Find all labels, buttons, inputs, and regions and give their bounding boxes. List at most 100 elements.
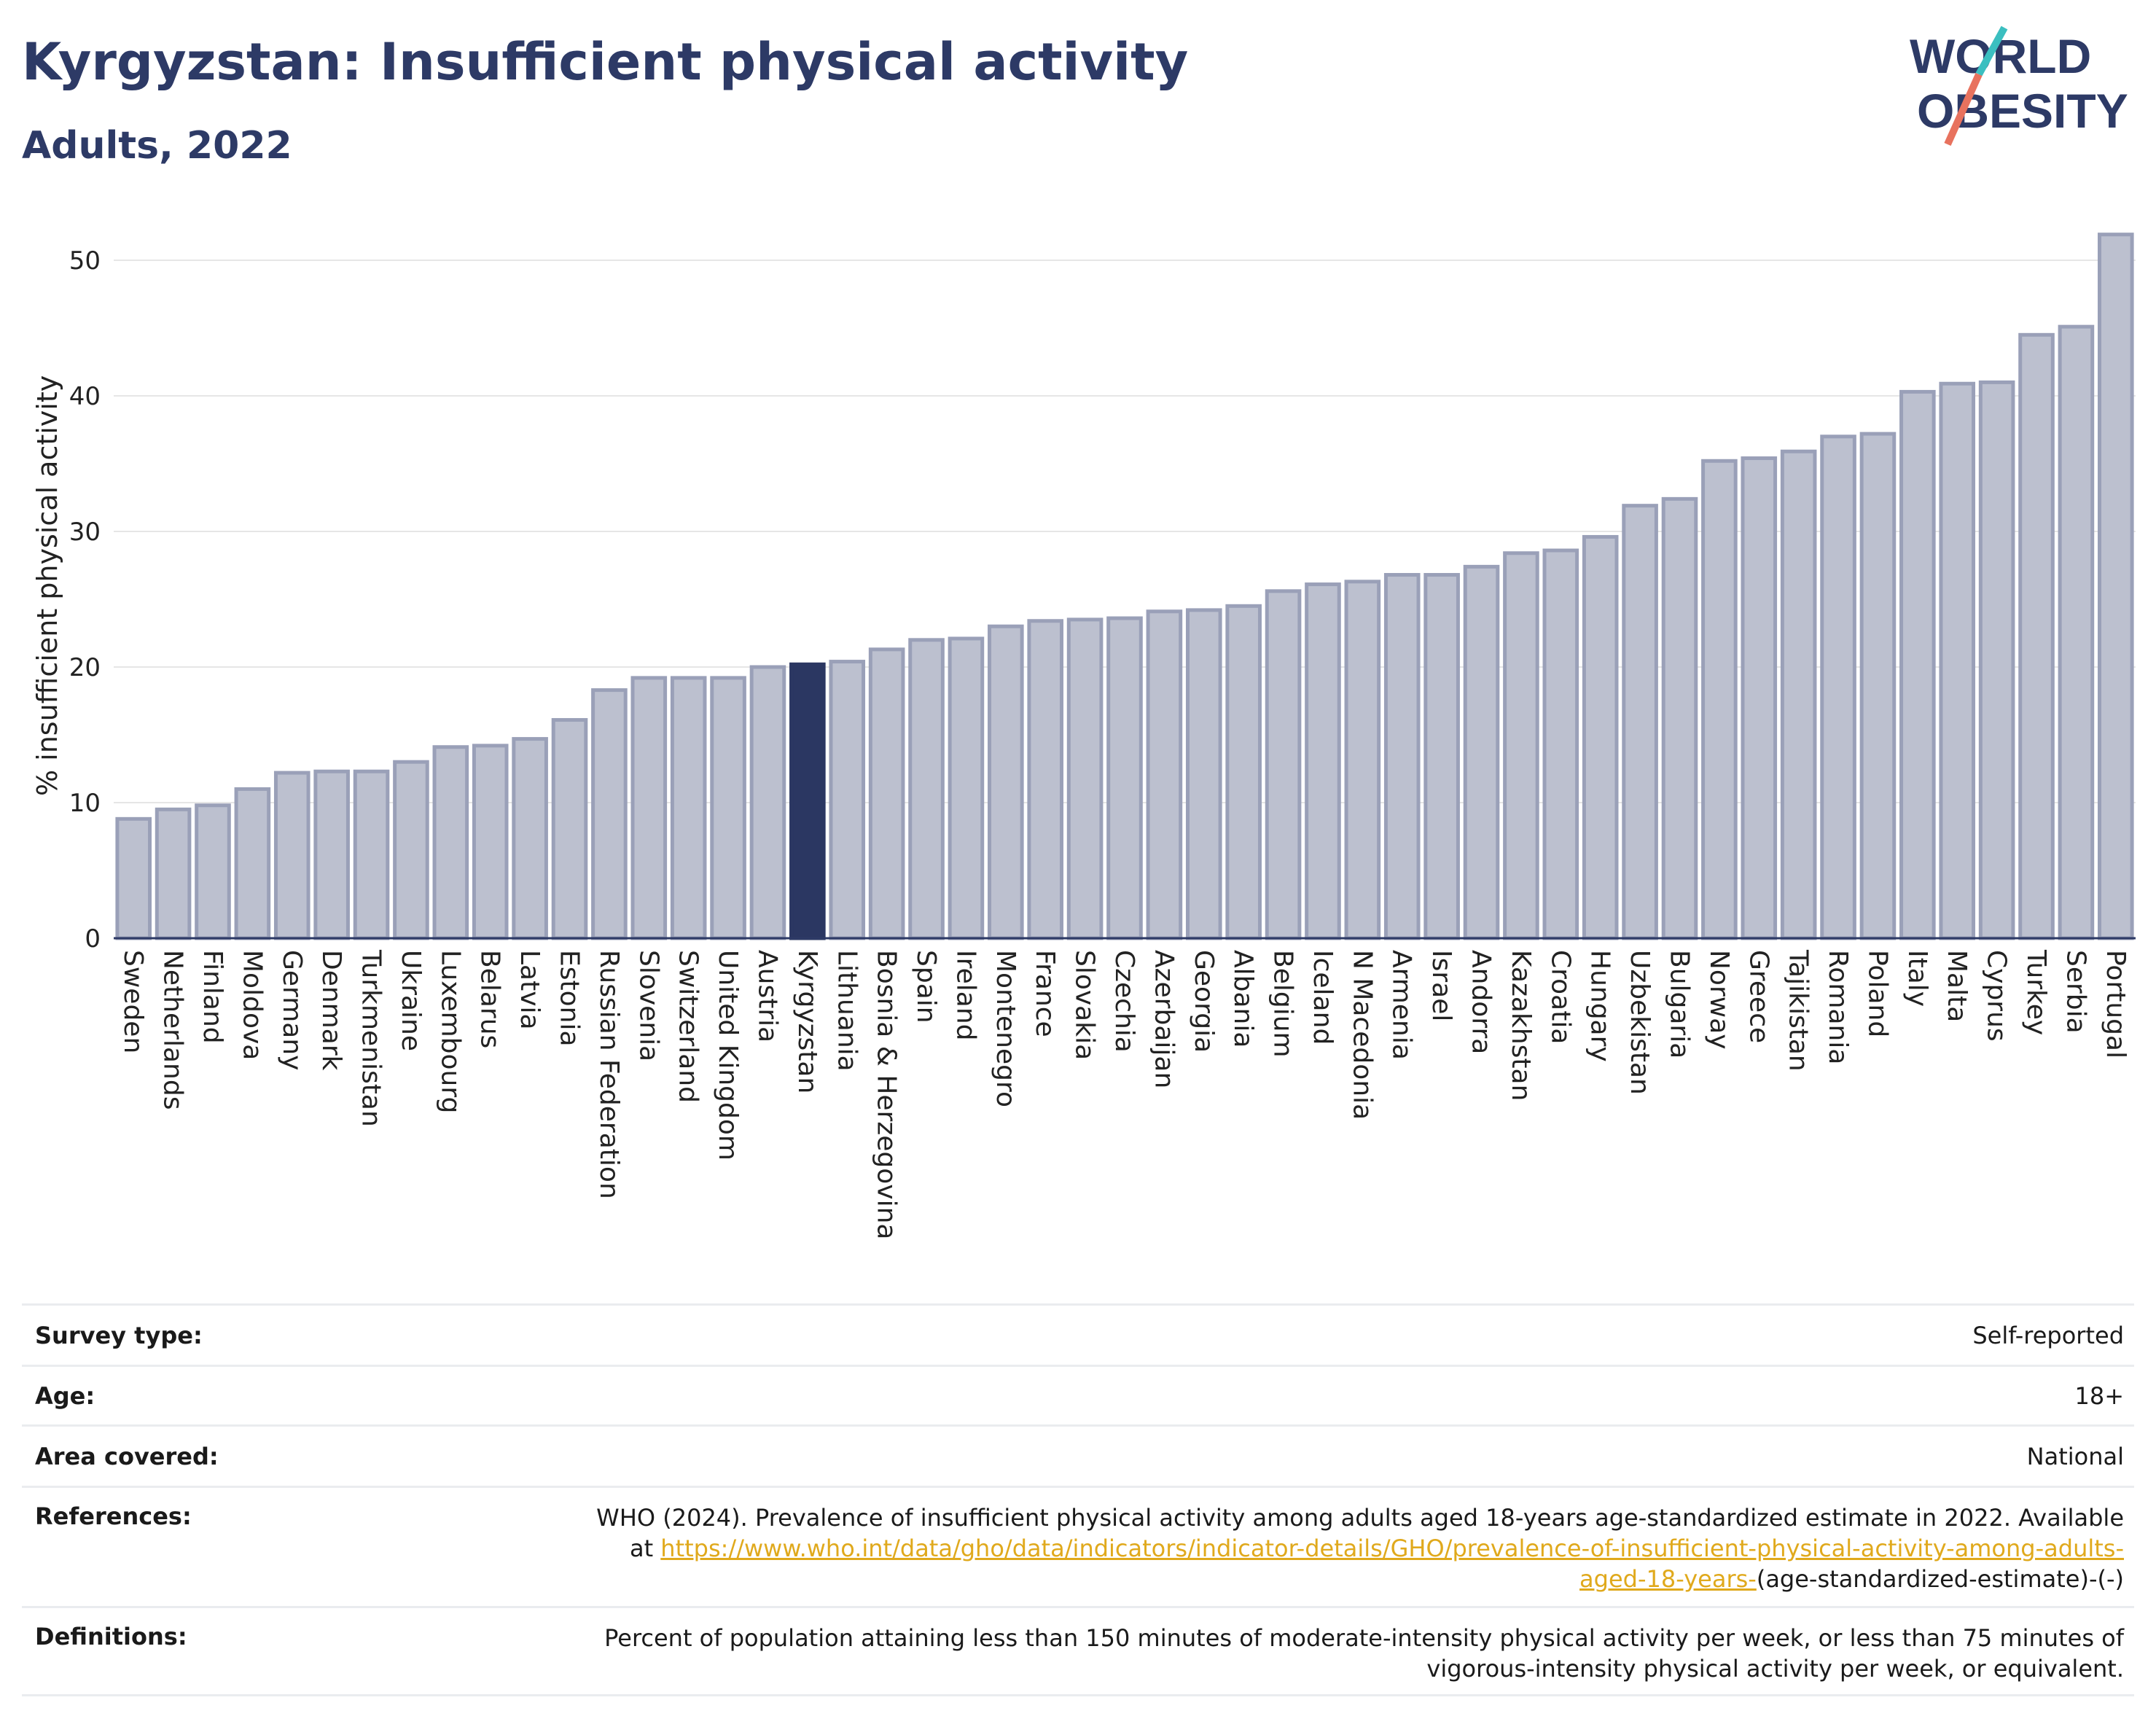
x-tick-label: Albania <box>1228 950 1258 1048</box>
x-tick-label: Bulgaria <box>1664 950 1694 1058</box>
bar <box>630 676 668 940</box>
y-tick-label: 40 <box>69 382 101 411</box>
bar <box>1899 389 1936 940</box>
x-tick-label: Cyprus <box>1982 950 2012 1042</box>
bar <box>1503 551 1539 940</box>
reference-link[interactable]: https://www.who.int/data/gho/data/indica… <box>660 1535 2124 1593</box>
x-tick-label: Kyrgyzstan <box>792 950 822 1093</box>
x-tick-label: Hungary <box>1585 950 1615 1062</box>
info-row-definitions: Definitions: Percent of population attai… <box>22 1606 2134 1696</box>
x-tick-label: Belarus <box>475 950 505 1048</box>
bar <box>273 771 310 940</box>
bar <box>1622 504 1658 940</box>
x-tick-label: Sweden <box>118 950 148 1053</box>
bar <box>115 816 152 940</box>
x-tick-label: Italy <box>1902 950 1932 1007</box>
logo-slash-teal <box>1975 26 2008 77</box>
x-tick-label: Poland <box>1862 950 1892 1037</box>
bar <box>1344 580 1381 940</box>
x-tick-label: Croatia <box>1545 950 1575 1044</box>
y-tick-label: 30 <box>69 518 101 547</box>
bar <box>670 676 707 940</box>
x-tick-label: N Macedonia <box>1347 950 1377 1120</box>
x-tick-label: Kazakhstan <box>1506 950 1536 1101</box>
x-tick-label: Turkmenistan <box>356 949 386 1127</box>
y-tick-label: 10 <box>69 789 101 818</box>
x-tick-label: Finland <box>198 950 227 1044</box>
bar <box>432 745 469 940</box>
x-tick-label: Bosnia & Herzegovina <box>872 950 902 1239</box>
x-tick-label: Israel <box>1426 950 1456 1021</box>
x-tick-label: Uzbekistan <box>1625 950 1655 1095</box>
x-tick-label: Czechia <box>1109 950 1139 1053</box>
x-tick-label: Andorra <box>1466 950 1496 1054</box>
info-row-references: References: WHO (2024). Prevalence of in… <box>22 1486 2134 1606</box>
bar <box>789 662 826 940</box>
x-tick-label: Switzerland <box>673 950 703 1103</box>
info-value: National <box>2026 1442 2124 1470</box>
bar <box>1939 381 1976 940</box>
bar <box>988 624 1024 940</box>
info-key: Area covered: <box>35 1442 219 1470</box>
reference-text: WHO (2024). Prevalence of insufficient p… <box>596 1504 2124 1562</box>
x-tick-label: Netherlands <box>158 950 188 1110</box>
world-obesity-logo: WORLD OBESITY <box>1910 26 2128 147</box>
x-tick-label: Germany <box>277 950 307 1070</box>
x-tick-label: Malta <box>1942 950 1972 1022</box>
x-tick-label: Turkey <box>2021 949 2051 1035</box>
y-tick-label: 0 <box>85 924 101 954</box>
x-tick-label: Moldova <box>237 950 267 1060</box>
bar <box>2098 233 2134 940</box>
bar <box>512 737 548 940</box>
bar <box>1225 604 1262 940</box>
reference-text-suffix: (age-standardized-estimate)-(-) <box>1756 1565 2124 1593</box>
bar <box>2018 332 2055 940</box>
bar <box>155 807 192 940</box>
bar <box>2058 324 2095 940</box>
bar <box>710 676 746 940</box>
x-tick-label: Spain <box>911 950 941 1024</box>
x-tick-label: France <box>1030 950 1060 1037</box>
x-tick-label: Ukraine <box>396 950 426 1051</box>
x-tick-label: Latvia <box>515 950 544 1030</box>
x-tick-label: Lithuania <box>832 950 862 1072</box>
bar <box>234 787 271 940</box>
x-tick-label: Luxembourg <box>435 950 465 1113</box>
bar <box>353 769 390 940</box>
x-tick-label: Ireland <box>950 950 980 1041</box>
info-row-area-covered: Area covered: National <box>22 1424 2134 1486</box>
info-value: Self-reported <box>1972 1321 2124 1349</box>
info-key: Definitions: <box>35 1623 187 1650</box>
bar <box>749 665 786 940</box>
bar <box>1582 534 1619 940</box>
logo-text-obesity: OBESITY <box>1917 84 2128 138</box>
x-tick-label: Austria <box>752 950 782 1042</box>
bar <box>1661 496 1698 940</box>
x-tick-label: Romania <box>1823 950 1853 1064</box>
bar <box>393 760 429 940</box>
x-tick-label: Montenegro <box>991 950 1020 1107</box>
bar <box>1820 434 1856 940</box>
info-value: 18+ <box>2074 1381 2124 1410</box>
bar <box>591 688 628 940</box>
x-tick-label: Georgia <box>1189 950 1219 1053</box>
x-tick-label: Portugal <box>2101 950 2130 1058</box>
bar <box>551 718 588 940</box>
info-key: Survey type: <box>35 1321 203 1349</box>
bar <box>1542 548 1579 940</box>
x-tick-label: Serbia <box>2061 950 2090 1034</box>
bar <box>195 803 231 940</box>
bar <box>1146 609 1183 940</box>
info-key: References: <box>35 1502 192 1530</box>
bar <box>1741 456 1778 940</box>
info-value: Percent of population attaining less tha… <box>604 1624 2124 1683</box>
x-tick-label: Iceland <box>1308 950 1337 1045</box>
x-tick-label: Tajikistan <box>1784 949 1813 1072</box>
x-tick-label: Azerbaijan <box>1149 950 1179 1088</box>
bar <box>1701 459 1738 940</box>
chart-title: Kyrgyzstan: Insufficient physical activi… <box>22 32 1189 92</box>
bar <box>1185 608 1222 940</box>
bar <box>1305 582 1341 940</box>
info-table: Survey type: Self-reported Age: 18+ Area… <box>22 1303 2134 1696</box>
bar <box>1463 564 1500 940</box>
